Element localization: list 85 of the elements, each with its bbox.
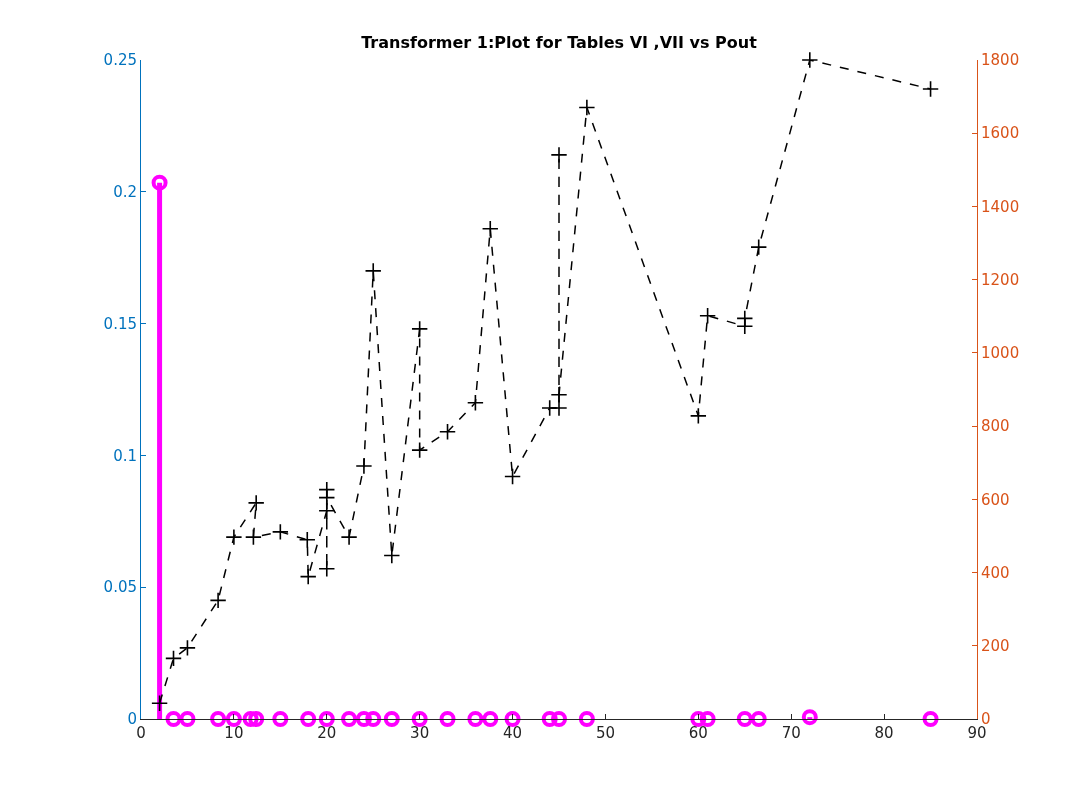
point: [340, 528, 358, 546]
point: [482, 711, 499, 727]
point: [225, 711, 242, 727]
y-tick-label: 0.15: [103, 314, 137, 333]
y2-tick-label: 1400: [981, 197, 1020, 216]
y-tick-label: 0.1: [113, 446, 137, 465]
point: [355, 457, 373, 475]
x-tick-label: 40: [503, 724, 523, 742]
point: [247, 494, 265, 512]
point: [550, 386, 568, 404]
point: [699, 711, 716, 727]
chart-title: Transformer 1:Plot for Tables VI ,VII vs Pout: [361, 33, 758, 52]
point: [504, 711, 521, 727]
x-tick-label: 30: [410, 724, 430, 742]
point: [318, 502, 336, 520]
point: [299, 568, 317, 586]
point: [165, 711, 182, 727]
point: [225, 528, 243, 546]
point: [922, 80, 940, 98]
y2-tick-label: 1800: [981, 51, 1020, 70]
point: [801, 51, 819, 69]
point: [541, 711, 558, 727]
point: [690, 711, 707, 727]
point: [244, 528, 262, 546]
point: [248, 711, 265, 727]
point: [365, 711, 382, 727]
point: [550, 146, 568, 164]
point: [689, 407, 707, 425]
point: [736, 309, 754, 327]
x-tick-label: 70: [781, 724, 801, 742]
point: [271, 523, 289, 541]
y2-tick-label: 1600: [981, 124, 1020, 143]
y2-tick-label: 800: [981, 417, 1010, 436]
point: [242, 711, 259, 727]
point: [801, 709, 818, 726]
point: [439, 423, 457, 441]
point: [355, 711, 372, 727]
y2-tick-label: 400: [981, 563, 1010, 582]
point: [578, 711, 595, 727]
x-tick-label: 60: [688, 724, 708, 742]
point: [300, 711, 317, 727]
x-tick-label: 20: [317, 724, 337, 742]
point: [179, 711, 196, 727]
y2-tick-label: 600: [981, 490, 1010, 509]
point: [504, 467, 522, 485]
point: [411, 320, 429, 338]
point: [383, 711, 400, 727]
x-tick-label: 90: [967, 724, 987, 742]
point: [411, 441, 429, 459]
point: [699, 307, 717, 325]
point: [318, 711, 335, 727]
point: [151, 174, 168, 191]
point: [318, 489, 336, 507]
point: [750, 711, 767, 727]
point: [151, 694, 169, 712]
point: [439, 711, 456, 727]
point: [318, 560, 336, 578]
x-tick-label: 80: [874, 724, 894, 742]
point: [165, 649, 183, 667]
point: [466, 394, 484, 412]
y-tick-label: 0.2: [113, 183, 137, 202]
point: [578, 98, 596, 116]
point: [341, 711, 358, 727]
point: [481, 220, 499, 238]
y-tick-label: 0: [127, 710, 137, 729]
point: [750, 238, 768, 256]
point: [550, 399, 568, 417]
y-tick-label: 0.25: [103, 51, 137, 70]
point: [411, 711, 428, 727]
point: [922, 711, 939, 727]
x-tick-label: 50: [595, 724, 615, 742]
point: [209, 591, 227, 609]
y2-tick-label: 1200: [981, 270, 1020, 289]
y2-tick-label: 1000: [981, 344, 1020, 363]
point: [298, 531, 316, 549]
point: [272, 711, 289, 727]
y-tick-label: 0.05: [103, 578, 137, 597]
point: [467, 711, 484, 727]
point: [364, 262, 382, 280]
point: [178, 639, 196, 657]
point: [551, 711, 567, 727]
y2-tick-label: 200: [981, 637, 1010, 656]
x-tick-label: 10: [224, 724, 244, 742]
point: [210, 711, 227, 727]
point: [736, 711, 753, 727]
